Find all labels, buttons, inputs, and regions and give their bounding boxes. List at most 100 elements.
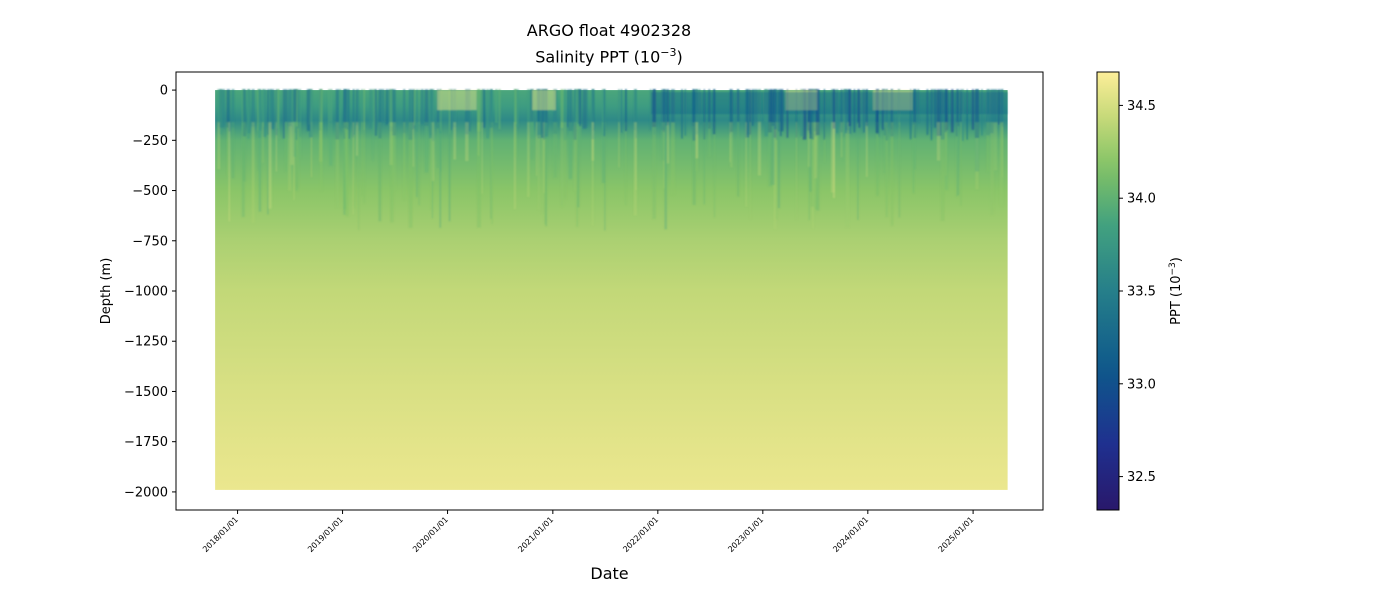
profile-streak xyxy=(591,122,594,226)
profile-streak xyxy=(936,122,941,161)
profile-streak xyxy=(267,122,269,215)
profile-streak xyxy=(540,89,545,138)
profile-streak xyxy=(290,89,294,125)
profile-streak xyxy=(876,122,879,197)
profile-streak xyxy=(308,89,313,138)
profile-streak xyxy=(284,122,288,172)
colorbar-tick-label: 33.0 xyxy=(1127,377,1156,392)
profile-streak xyxy=(749,122,751,220)
profile-streak xyxy=(577,122,580,208)
profile-streak xyxy=(652,122,656,219)
profile-streak xyxy=(620,89,623,133)
profile-streak xyxy=(568,122,573,180)
profile-streak xyxy=(226,122,229,176)
profile-streak xyxy=(999,122,1004,206)
profile-streak xyxy=(618,89,620,125)
profile-streak xyxy=(353,89,355,135)
profile-streak xyxy=(270,89,275,130)
profile-streak xyxy=(823,122,826,163)
profile-streak xyxy=(883,122,886,174)
y-tick-label: −1000 xyxy=(124,285,168,300)
profile-streak xyxy=(251,122,255,223)
profile-streak xyxy=(635,122,637,190)
y-tick-label: −2000 xyxy=(124,485,168,500)
profile-streak xyxy=(633,89,637,131)
profile-streak xyxy=(361,89,363,135)
colorbar-tick-label: 33.5 xyxy=(1127,285,1156,300)
y-tick-label: −750 xyxy=(132,234,168,249)
profile-streak xyxy=(389,122,393,166)
profile-streak xyxy=(217,89,221,123)
colorbar-bar xyxy=(1096,71,1120,511)
profile-streak xyxy=(293,122,295,201)
profile-streak xyxy=(372,122,374,161)
profile-streak xyxy=(476,122,481,228)
x-axis-label: Date xyxy=(590,564,628,583)
profile-streak xyxy=(535,122,538,176)
profile-streak xyxy=(601,122,606,184)
profile-streak xyxy=(392,89,396,136)
profile-streak xyxy=(413,89,416,126)
profile-streak xyxy=(578,89,582,127)
profile-streak xyxy=(494,89,498,123)
profile-streak xyxy=(845,122,850,228)
profile-streak xyxy=(378,122,382,222)
profile-streak xyxy=(481,122,483,194)
profile-streak xyxy=(664,122,668,230)
y-tick-label: −1250 xyxy=(124,335,168,350)
profile-streak xyxy=(431,89,435,142)
chart-subtitle-exponent: −3 xyxy=(660,46,677,59)
profile-streak xyxy=(957,122,960,196)
profile-streak xyxy=(372,89,374,135)
x-tick-label: 2025/01/01 xyxy=(937,515,976,554)
profile-streak xyxy=(358,122,360,230)
profile-streak xyxy=(439,122,442,228)
profile-streak xyxy=(975,122,979,172)
colorbar-tick-label: 32.5 xyxy=(1127,470,1156,485)
x-tick-label: 2020/01/01 xyxy=(411,515,450,554)
profile-streak xyxy=(389,89,393,127)
plot-area xyxy=(215,89,1008,490)
profile-streak xyxy=(299,122,302,159)
profile-streak xyxy=(358,89,360,131)
profile-streak xyxy=(267,89,269,135)
profile-streak xyxy=(369,89,373,129)
chart-subtitle: Salinity PPT (10−3) xyxy=(409,46,809,66)
profile-streak xyxy=(477,122,480,156)
profile-streak xyxy=(885,89,888,141)
profile-streak xyxy=(262,89,267,137)
profile-streak xyxy=(553,122,557,178)
profile-streak xyxy=(514,122,517,158)
x-tick-label: 2021/01/01 xyxy=(516,515,555,554)
profile-streak xyxy=(403,89,406,134)
profile-streak xyxy=(692,89,696,141)
profile-streak xyxy=(885,122,888,218)
profile-streak xyxy=(378,89,382,139)
profile-streak xyxy=(489,122,493,220)
profile-streak xyxy=(865,122,868,177)
profile-streak xyxy=(429,89,432,139)
profile-streak xyxy=(412,89,415,130)
profile-streak xyxy=(219,89,224,128)
profile-streak xyxy=(247,89,250,139)
profile-streak xyxy=(418,122,420,206)
profile-streak xyxy=(348,89,350,139)
profile-streak xyxy=(275,122,278,172)
profile-streak xyxy=(537,122,541,210)
fresh-surface-band xyxy=(650,92,1008,115)
profile-streak xyxy=(944,122,947,176)
profile-streak xyxy=(465,89,469,135)
profile-streak xyxy=(380,89,385,123)
profile-streak xyxy=(284,89,288,122)
profile-streak xyxy=(560,89,564,128)
profile-streak xyxy=(293,122,297,157)
profile-streak xyxy=(1001,122,1004,178)
profile-streak xyxy=(453,122,457,160)
y-tick-label: −1500 xyxy=(124,385,168,400)
profile-streak xyxy=(353,122,355,208)
profile-streak xyxy=(242,89,246,137)
x-tick-label: 2018/01/01 xyxy=(201,515,240,554)
chart-subtitle-base: Salinity PPT (10 xyxy=(535,47,661,67)
profile-streak xyxy=(276,89,280,129)
profile-streak xyxy=(361,122,363,197)
